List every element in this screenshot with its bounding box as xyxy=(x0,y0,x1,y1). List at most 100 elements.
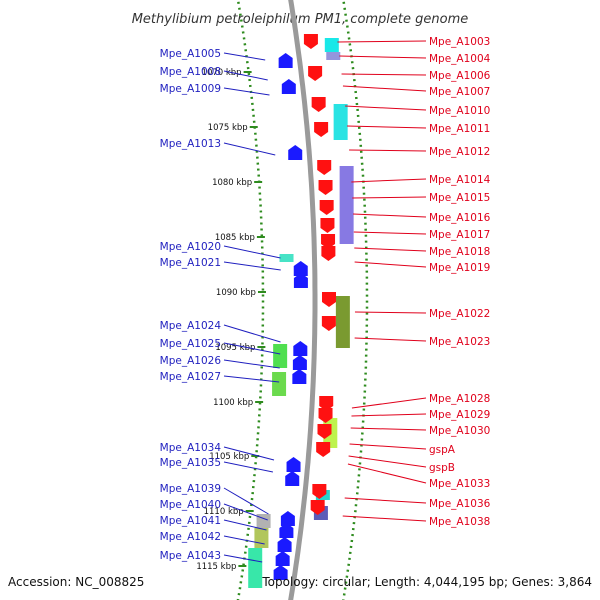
label-leader-line xyxy=(223,461,274,473)
gene-label-right: Mpe_A1004 xyxy=(429,53,491,65)
forward-gene-arrow xyxy=(319,200,334,215)
reverse-gene-arrow xyxy=(286,457,301,472)
gene-label-left: Mpe_A1008 xyxy=(160,66,221,78)
forward-gene-arrow xyxy=(312,484,327,499)
gene-label-right: Mpe_A1016 xyxy=(429,212,491,224)
gene-label-right: Mpe_A1018 xyxy=(429,246,490,258)
scale-tick-label: 1080 kbp xyxy=(212,178,252,188)
gene-label-left: Mpe_A1039 xyxy=(160,483,221,495)
reverse-gene-arrow xyxy=(280,511,295,526)
gene-label-left: Mpe_A1027 xyxy=(160,371,221,383)
label-leader-line xyxy=(223,446,275,461)
reverse-gene-arrow xyxy=(293,273,308,288)
reverse-gene-arrow xyxy=(292,355,307,370)
scale-tick-label: 1070 kbp xyxy=(202,68,242,78)
gene-label-right: Mpe_A1028 xyxy=(429,393,490,405)
scale-tick-label: 1115 kbp xyxy=(196,562,236,572)
forward-gene-arrow xyxy=(317,424,332,439)
scale-tick-label: 1085 kbp xyxy=(215,233,255,243)
forward-gene-arrow xyxy=(321,292,336,307)
gene-label-left: Mpe_A1021 xyxy=(160,257,221,269)
label-leader-line xyxy=(223,87,270,96)
gene-label-right: Mpe_A1015 xyxy=(429,192,490,204)
gene-label-right: Mpe_A1023 xyxy=(429,336,490,348)
gene-label-right: Mpe_A1022 xyxy=(429,308,490,320)
gene-label-right: Mpe_A1038 xyxy=(429,516,490,528)
reverse-gene-arrow xyxy=(293,341,308,356)
forward-gene-arrow xyxy=(321,234,336,249)
forward-gene-arrow xyxy=(308,66,323,81)
label-leader-line xyxy=(223,70,268,81)
reverse-gene-arrow xyxy=(275,551,290,566)
label-leader-line xyxy=(351,397,427,409)
gene-label-left: Mpe_A1043 xyxy=(160,550,221,562)
label-leader-line xyxy=(223,359,280,369)
gene-labels: Mpe_A1005 Mpe_A1008 Mpe_A1009 Mpe_A1013 Mpe_… xyxy=(160,36,491,562)
label-leader-line xyxy=(349,149,427,152)
forward-gene-arrow xyxy=(318,408,333,423)
gene-label-left: Mpe_A1024 xyxy=(160,320,222,332)
gene-label-right: Mpe_A1003 xyxy=(429,36,490,48)
forward-gene-arrow xyxy=(317,160,332,175)
label-leader-line xyxy=(337,40,427,43)
gene-label-left: Mpe_A1013 xyxy=(160,138,221,150)
scale-tick-label: 1075 kbp xyxy=(208,123,248,133)
gc-block xyxy=(333,104,348,140)
gene-label-left: Mpe_A1026 xyxy=(160,355,222,367)
gene-label-left: Mpe_A1020 xyxy=(160,241,221,253)
gene-label-left: Mpe_A1005 xyxy=(160,48,221,60)
scale-tick-label: 1100 kbp xyxy=(213,398,253,408)
label-leader-line xyxy=(353,231,427,235)
gene-label-left: Mpe_A1042 xyxy=(160,531,221,543)
gene-label-right: Mpe_A1019 xyxy=(429,262,490,274)
gene-features xyxy=(273,34,336,580)
label-leader-line xyxy=(347,463,427,484)
gene-label-right: Mpe_A1014 xyxy=(429,174,491,186)
accession-text: Accession: NC_008825 xyxy=(8,575,144,589)
gc-block xyxy=(324,38,339,52)
gene-label-right: Mpe_A1011 xyxy=(429,123,490,135)
scale-tick-label: 1110 kbp xyxy=(204,507,244,517)
forward-gene-arrow xyxy=(319,396,334,411)
label-leader-line xyxy=(352,196,427,199)
label-leader-line xyxy=(223,554,263,563)
label-leader-line xyxy=(354,261,427,268)
label-leader-line xyxy=(223,261,281,271)
reverse-gene-arrow xyxy=(288,145,303,160)
gene-label-right: Mpe_A1030 xyxy=(429,425,490,437)
forward-gene-arrow xyxy=(311,97,326,112)
label-leader-line xyxy=(354,337,427,342)
label-leader-line xyxy=(223,245,281,259)
label-leader-line xyxy=(223,375,280,383)
forward-gene-arrow xyxy=(316,442,331,457)
reverse-gene-arrow xyxy=(278,53,293,68)
label-leader-line xyxy=(354,247,427,252)
genome-backbone xyxy=(288,0,318,600)
gene-label-right: Mpe_A1006 xyxy=(429,70,491,82)
label-leader-line xyxy=(351,178,427,183)
reverse-gene-arrow xyxy=(293,261,308,276)
reverse-gene-arrow xyxy=(285,471,300,486)
gc-block xyxy=(279,254,294,262)
scale-tick-label: 1095 kbp xyxy=(215,343,255,353)
label-leader-line xyxy=(223,52,266,61)
gene-label-right: gspA xyxy=(429,444,456,456)
label-leader-line xyxy=(349,443,427,450)
label-leader-line xyxy=(344,497,427,504)
reverse-gene-arrow xyxy=(279,523,294,538)
label-leader-line xyxy=(353,213,427,218)
genome-summary-text: Topology: circular; Length: 4,044,195 bp… xyxy=(261,575,592,589)
gene-label-right: Mpe_A1036 xyxy=(429,498,491,510)
label-leader-line xyxy=(347,125,427,129)
label-leader-line xyxy=(341,73,427,76)
gc-block xyxy=(256,514,271,528)
gene-label-left: Mpe_A1034 xyxy=(160,442,222,454)
gc-block xyxy=(272,372,287,396)
forward-gene-arrow xyxy=(320,218,335,233)
gc-block xyxy=(339,166,354,244)
scale-tick-label: 1090 kbp xyxy=(216,288,256,298)
gene-label-left: Mpe_A1009 xyxy=(160,83,221,95)
gene-label-right: Mpe_A1012 xyxy=(429,146,490,158)
gene-label-left: Mpe_A1025 xyxy=(160,338,221,350)
label-leader-line xyxy=(223,503,268,521)
